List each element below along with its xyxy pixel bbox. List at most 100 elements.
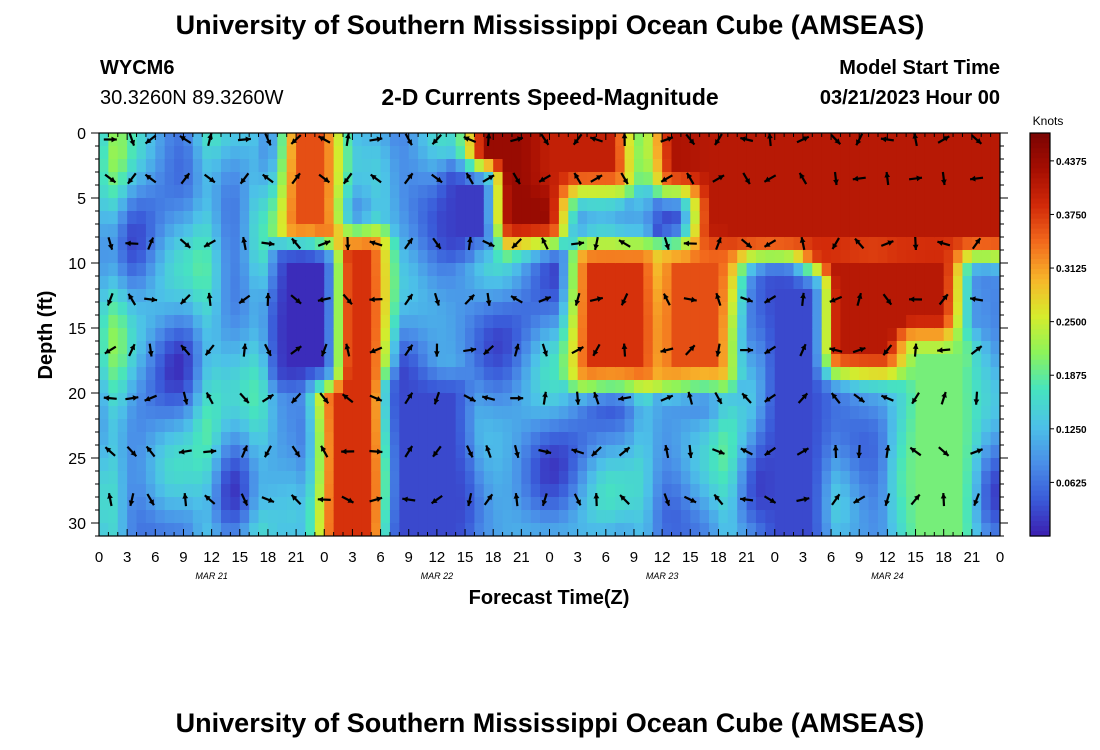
heatmap-cell [267, 146, 278, 160]
heatmap-cell [493, 302, 504, 316]
heatmap-cell [859, 497, 870, 511]
heatmap-cell [446, 159, 457, 173]
heatmap-cell [352, 133, 363, 147]
heatmap-cell [483, 458, 494, 472]
heatmap-cell [474, 458, 485, 472]
heatmap-cell [258, 159, 269, 173]
heatmap-cell [662, 211, 673, 225]
current-arrow [206, 292, 213, 307]
current-arrow [402, 496, 416, 503]
current-arrow [541, 237, 549, 250]
heatmap-cell [718, 263, 729, 277]
heatmap-cell [577, 224, 588, 238]
heatmap-cell [624, 393, 635, 407]
heatmap-cell [981, 419, 992, 433]
heatmap-cell [699, 263, 710, 277]
heatmap-cell [136, 263, 147, 277]
heatmap-cell [690, 380, 701, 394]
heatmap-cell [136, 185, 147, 199]
heatmap-cell [596, 367, 607, 381]
heatmap-cell [361, 250, 372, 264]
heatmap-cell [155, 471, 166, 485]
heatmap-cell [540, 484, 551, 498]
heatmap-cell [333, 250, 344, 264]
heatmap-cell [333, 406, 344, 420]
heatmap-cell [267, 328, 278, 342]
heatmap-cell [202, 146, 213, 160]
heatmap-cell [596, 250, 607, 264]
heatmap-cell [577, 510, 588, 524]
current-arrow [908, 296, 923, 303]
heatmap-cell [962, 302, 973, 316]
heatmap-cell [624, 484, 635, 498]
heatmap-cell [821, 341, 832, 355]
heatmap-cell [746, 458, 757, 472]
heatmap-cell [108, 276, 119, 290]
chart-subtitle: 2-D Currents Speed-Magnitude [381, 84, 719, 110]
heatmap-cell [718, 302, 729, 316]
heatmap-cell [877, 172, 888, 186]
heatmap-cell [164, 458, 175, 472]
heatmap-cell [924, 302, 935, 316]
heatmap-cell [615, 250, 626, 264]
heatmap-cell [868, 185, 879, 199]
heatmap-cell [136, 250, 147, 264]
heatmap-cell [183, 250, 194, 264]
heatmap-cell [343, 406, 354, 420]
heatmap-cell [605, 276, 616, 290]
heatmap-cell [371, 484, 382, 498]
heatmap-cell [934, 146, 945, 160]
heatmap-cell [859, 289, 870, 303]
heatmap-cell [868, 406, 879, 420]
heatmap-cell [831, 159, 842, 173]
heatmap-cell [296, 289, 307, 303]
current-arrow [104, 345, 117, 355]
heatmap-cell [174, 276, 185, 290]
heatmap-cell [221, 315, 231, 329]
current-arrow [467, 236, 473, 251]
heatmap-cell [361, 146, 372, 160]
current-arrow [687, 391, 694, 405]
heatmap-cell [605, 237, 616, 251]
heatmap-cell [530, 458, 541, 472]
current-arrow [512, 172, 521, 185]
heatmap-cell [183, 458, 194, 472]
heatmap-cell [840, 198, 851, 212]
current-arrow [880, 394, 894, 402]
heatmap-cell [408, 159, 419, 173]
heatmap-cell [953, 302, 964, 316]
heatmap-cell [971, 354, 982, 368]
heatmap-cell [352, 302, 363, 316]
heatmap-cell [249, 146, 260, 160]
heatmap-cell [624, 445, 635, 459]
heatmap-cell [549, 289, 560, 303]
heatmap-cell [924, 250, 935, 264]
heatmap-cell [802, 432, 813, 446]
heatmap-cell [690, 276, 701, 290]
heatmap-cell [474, 406, 485, 420]
heatmap-cell [831, 250, 842, 264]
heatmap-cell [249, 198, 260, 212]
heatmap-cell [296, 159, 307, 173]
heatmap-cell [812, 211, 823, 225]
heatmap-cell [418, 250, 429, 264]
heatmap-cell [896, 198, 907, 212]
heatmap-cell [896, 510, 907, 524]
current-arrow [128, 343, 136, 357]
heatmap-cell [221, 458, 231, 472]
heatmap-cell [699, 380, 710, 394]
heatmap-cell [286, 406, 297, 420]
heatmap-cell [352, 445, 363, 459]
heatmap-cell [502, 276, 513, 290]
heatmap-cell [277, 328, 288, 342]
heatmap-cell [793, 146, 804, 160]
heatmap-cell [380, 328, 391, 342]
heatmap-cell [296, 510, 307, 524]
heatmap-cell [493, 484, 504, 498]
heatmap-cell [859, 237, 870, 251]
heatmap-cell [436, 263, 447, 277]
heatmap-cell [596, 419, 607, 433]
heatmap-cell [333, 211, 344, 225]
heatmap-cell [558, 354, 569, 368]
heatmap-cell [840, 341, 851, 355]
